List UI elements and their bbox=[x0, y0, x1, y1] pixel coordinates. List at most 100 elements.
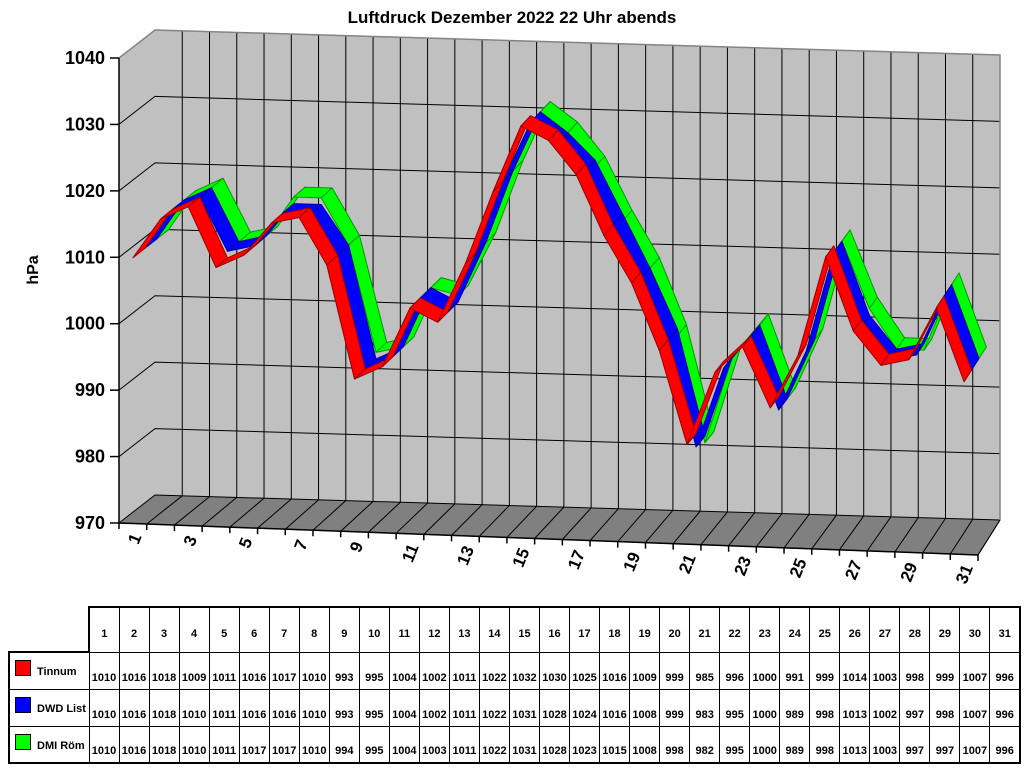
value-cell: 1007 bbox=[959, 688, 991, 727]
value-cell: 1018 bbox=[148, 651, 180, 690]
value-cell: 1011 bbox=[448, 688, 480, 727]
x-tick-label: 17 bbox=[564, 547, 589, 572]
day-header-cell: 3 bbox=[148, 606, 180, 653]
value-cell: 995 bbox=[358, 725, 390, 764]
table-row: Tinnum 1010 1016 1018 1009 1011 1016 1017 1010 99… bbox=[8, 651, 1022, 690]
value-cell: 998 bbox=[899, 651, 931, 690]
value-cell: 998 bbox=[929, 688, 961, 727]
value-cell: 1004 bbox=[388, 725, 420, 764]
value-cell: 1025 bbox=[568, 651, 601, 690]
value-cell: 997 bbox=[899, 725, 931, 764]
value-cell: 1010 bbox=[88, 725, 120, 764]
x-tick-label: 3 bbox=[180, 533, 201, 549]
day-header-cell: 17 bbox=[568, 606, 601, 653]
value-cell: 1016 bbox=[268, 688, 300, 727]
day-header-cell: 5 bbox=[208, 606, 240, 653]
x-tick-label: 27 bbox=[841, 558, 866, 583]
day-header-cell: 2 bbox=[118, 606, 150, 653]
value-cell: 999 bbox=[659, 688, 691, 727]
value-cell: 1010 bbox=[298, 688, 330, 727]
x-tick-label: 13 bbox=[453, 543, 478, 568]
day-header-cell: 31 bbox=[989, 606, 1022, 653]
y-tick-label: 970 bbox=[75, 513, 105, 533]
value-cell: 991 bbox=[779, 651, 811, 690]
x-tick-label: 11 bbox=[398, 541, 422, 565]
value-cell: 1032 bbox=[508, 651, 540, 690]
x-tick-label: 25 bbox=[786, 556, 811, 581]
value-cell: 993 bbox=[328, 688, 360, 727]
value-cell: 1010 bbox=[298, 651, 330, 690]
value-cell: 1022 bbox=[478, 688, 510, 727]
value-cell: 1011 bbox=[448, 725, 480, 764]
day-header-cell: 4 bbox=[178, 606, 210, 653]
value-cell: 995 bbox=[719, 688, 751, 727]
day-header-cell: 11 bbox=[388, 606, 420, 653]
value-cell: 1016 bbox=[118, 725, 150, 764]
table-row: DMI Röm 1010 1016 1018 1010 1011 1017 1017 1010 9… bbox=[8, 725, 1022, 764]
plot-walls bbox=[117, 30, 1001, 556]
value-cell: 1016 bbox=[118, 651, 150, 690]
value-cell: 1022 bbox=[478, 725, 510, 764]
value-cell: 1010 bbox=[88, 688, 120, 727]
day-header-cell: 28 bbox=[899, 606, 931, 653]
day-header-cell: 26 bbox=[839, 606, 871, 653]
series-legend-cell: DWD List bbox=[8, 688, 90, 727]
value-cell: 1011 bbox=[208, 651, 240, 690]
value-cell: 996 bbox=[989, 688, 1022, 727]
value-cell: 1010 bbox=[88, 651, 120, 690]
value-cell: 998 bbox=[809, 725, 841, 764]
legend-key-swatch bbox=[15, 697, 31, 713]
value-cell: 1024 bbox=[568, 688, 601, 727]
value-cell: 1000 bbox=[749, 651, 781, 690]
value-cell: 995 bbox=[719, 725, 751, 764]
legend-key-swatch bbox=[15, 733, 31, 750]
day-header-cell: 16 bbox=[538, 606, 571, 653]
value-cell: 998 bbox=[809, 688, 841, 727]
value-cell: 989 bbox=[779, 688, 811, 727]
y-tick-label: 990 bbox=[75, 380, 105, 400]
value-cell: 995 bbox=[358, 651, 390, 690]
y-tick-label: 1040 bbox=[65, 48, 105, 68]
y-tick-label: 1000 bbox=[65, 314, 105, 334]
value-cell: 1018 bbox=[148, 725, 180, 764]
day-header-cell: 29 bbox=[929, 606, 961, 653]
series-name: DWD List bbox=[37, 703, 86, 715]
day-header-cell: 23 bbox=[749, 606, 781, 653]
day-header-cell: 18 bbox=[599, 606, 631, 653]
x-tick-label: 29 bbox=[897, 560, 922, 585]
y-tick-label: 1030 bbox=[65, 114, 105, 134]
x-tick-label: 5 bbox=[235, 535, 256, 551]
day-header-cell: 19 bbox=[629, 606, 661, 653]
day-header-cell: 10 bbox=[358, 606, 390, 653]
value-cell: 1014 bbox=[839, 651, 871, 690]
value-cell: 1016 bbox=[118, 688, 150, 727]
day-header-cell: 24 bbox=[779, 606, 811, 653]
value-cell: 1007 bbox=[959, 651, 991, 690]
value-cell: 1011 bbox=[208, 725, 240, 764]
value-cell: 1016 bbox=[238, 688, 270, 727]
value-cell: 982 bbox=[689, 725, 721, 764]
series-name: Tinnum bbox=[37, 666, 77, 679]
y-tick-label: 1010 bbox=[65, 247, 105, 267]
value-cell: 1007 bbox=[959, 725, 991, 764]
chart-data-table: 1 2 3 4 5 6 7 8 9 10 11 12 13 14 15 16 17 18 19 20 21 22 23 24 2… bbox=[8, 606, 1022, 764]
value-cell: 998 bbox=[659, 725, 691, 764]
day-header-cell: 12 bbox=[418, 606, 450, 653]
value-cell: 1031 bbox=[508, 725, 540, 764]
legend-key-swatch bbox=[15, 660, 31, 677]
day-header-cell: 25 bbox=[809, 606, 841, 653]
value-cell: 1010 bbox=[178, 688, 210, 727]
day-header-cell: 14 bbox=[478, 606, 510, 653]
value-cell: 1002 bbox=[418, 688, 450, 727]
x-tick-label: 19 bbox=[620, 549, 645, 574]
value-cell: 1028 bbox=[538, 725, 571, 764]
series-legend-cell: DMI Röm bbox=[8, 725, 90, 764]
day-header-cell: 15 bbox=[508, 606, 540, 653]
value-cell: 996 bbox=[719, 651, 751, 690]
value-cell: 1022 bbox=[478, 651, 510, 690]
y-tick-label: 980 bbox=[75, 447, 105, 467]
value-cell: 1028 bbox=[538, 688, 571, 727]
day-header-cell: 6 bbox=[238, 606, 270, 653]
